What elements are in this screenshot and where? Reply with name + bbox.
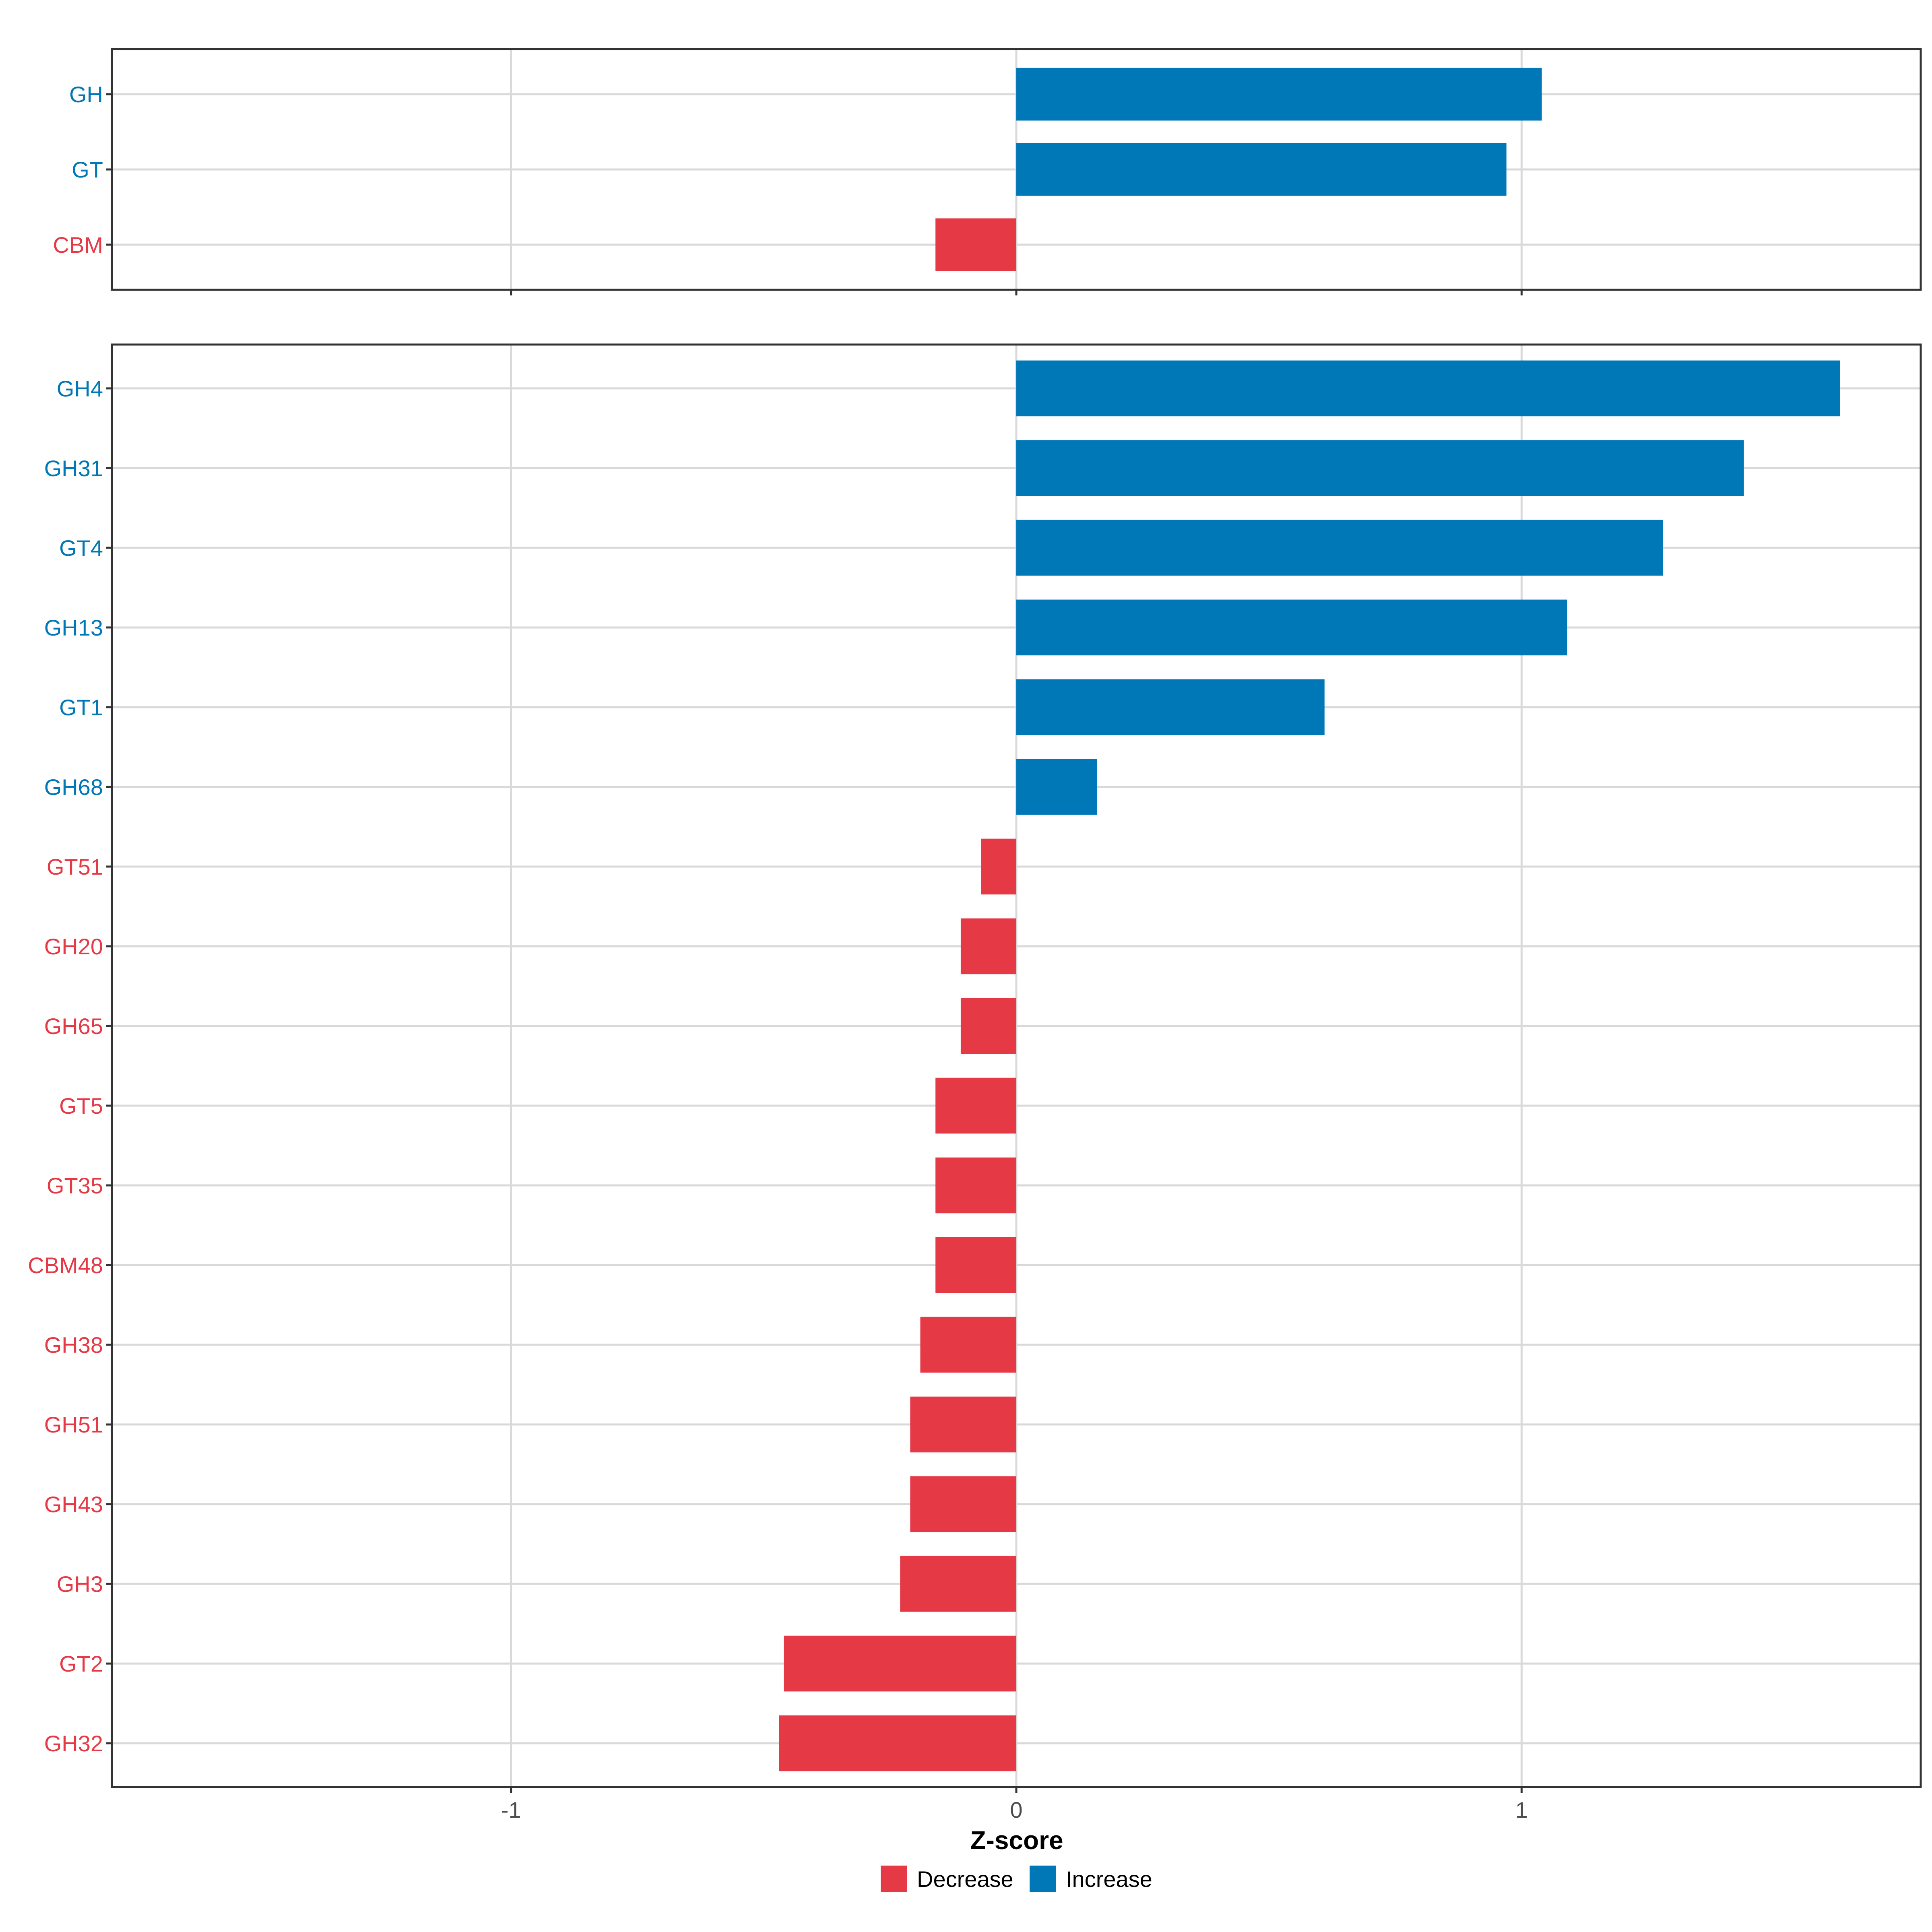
y-tick-label: CBM48 bbox=[28, 1253, 103, 1278]
bar-gh65 bbox=[960, 998, 1016, 1054]
bottom-panel: GH4 GH31 GT4 GH13 GT1 GH68 GT51 GH20 GH65 GT5 GT35… bbox=[28, 343, 1922, 1793]
x-tick-label: 0 bbox=[1010, 1797, 1022, 1823]
y-tick-label: GT51 bbox=[47, 854, 103, 879]
y-tick-label: GH65 bbox=[44, 1013, 103, 1039]
x-axis: -1 0 1 bbox=[501, 1797, 1528, 1823]
x-tick-label: 1 bbox=[1515, 1797, 1528, 1823]
bar-gt35 bbox=[935, 1157, 1016, 1214]
bar-gh31 bbox=[1016, 440, 1744, 496]
bar-gt2 bbox=[784, 1635, 1016, 1692]
y-tick-label: GH38 bbox=[44, 1332, 103, 1358]
y-tick-label: GT1 bbox=[59, 695, 103, 720]
bar-cbm bbox=[935, 218, 1016, 271]
y-tick-label: GH bbox=[69, 82, 103, 107]
y-tick-label: GH13 bbox=[44, 615, 103, 640]
bar-gt51 bbox=[981, 838, 1016, 895]
top-panel: GH GT CBM bbox=[53, 48, 1922, 295]
y-tick-label: GT4 bbox=[59, 535, 103, 561]
legend-swatch-decrease bbox=[881, 1866, 907, 1892]
legend: Decrease Increase bbox=[881, 1866, 1152, 1892]
y-tick-label: GT5 bbox=[59, 1093, 103, 1119]
y-tick-label: GH43 bbox=[44, 1492, 103, 1517]
bar-gt4 bbox=[1016, 520, 1663, 576]
bar-gh38 bbox=[920, 1317, 1016, 1373]
legend-label-increase: Increase bbox=[1066, 1866, 1152, 1892]
y-tick-label: GH32 bbox=[44, 1731, 103, 1756]
y-tick-label: GH51 bbox=[44, 1412, 103, 1437]
bar-gh43 bbox=[910, 1476, 1016, 1532]
bar-gh68 bbox=[1016, 759, 1097, 815]
y-tick-label: GH31 bbox=[44, 456, 103, 481]
bar-gh20 bbox=[960, 918, 1016, 974]
bar-gt5 bbox=[935, 1077, 1016, 1134]
bar-gh32 bbox=[779, 1715, 1016, 1771]
bar-gh3 bbox=[900, 1556, 1016, 1612]
y-tick-label: GT35 bbox=[47, 1173, 103, 1198]
legend-label-decrease: Decrease bbox=[917, 1866, 1013, 1892]
y-tick-label: GH20 bbox=[44, 934, 103, 959]
bar-gh4 bbox=[1016, 360, 1840, 417]
y-tick-label: GH3 bbox=[57, 1571, 103, 1597]
bar-gh51 bbox=[910, 1396, 1016, 1453]
x-axis-title: Z-score bbox=[970, 1826, 1063, 1855]
y-tick-label: GT2 bbox=[59, 1651, 103, 1676]
bar-gh bbox=[1016, 68, 1542, 121]
legend-swatch-increase bbox=[1030, 1866, 1056, 1892]
bar-gt1 bbox=[1016, 679, 1325, 735]
y-tick-label: GH68 bbox=[44, 774, 103, 800]
y-tick-label: CBM bbox=[53, 232, 103, 258]
bar-cbm48 bbox=[935, 1237, 1016, 1293]
bar-gh13 bbox=[1016, 599, 1567, 656]
x-tick-label: -1 bbox=[501, 1797, 521, 1823]
y-tick-label: GT bbox=[72, 157, 103, 182]
y-tick-label: GH4 bbox=[57, 376, 103, 401]
bar-gt bbox=[1016, 143, 1507, 196]
